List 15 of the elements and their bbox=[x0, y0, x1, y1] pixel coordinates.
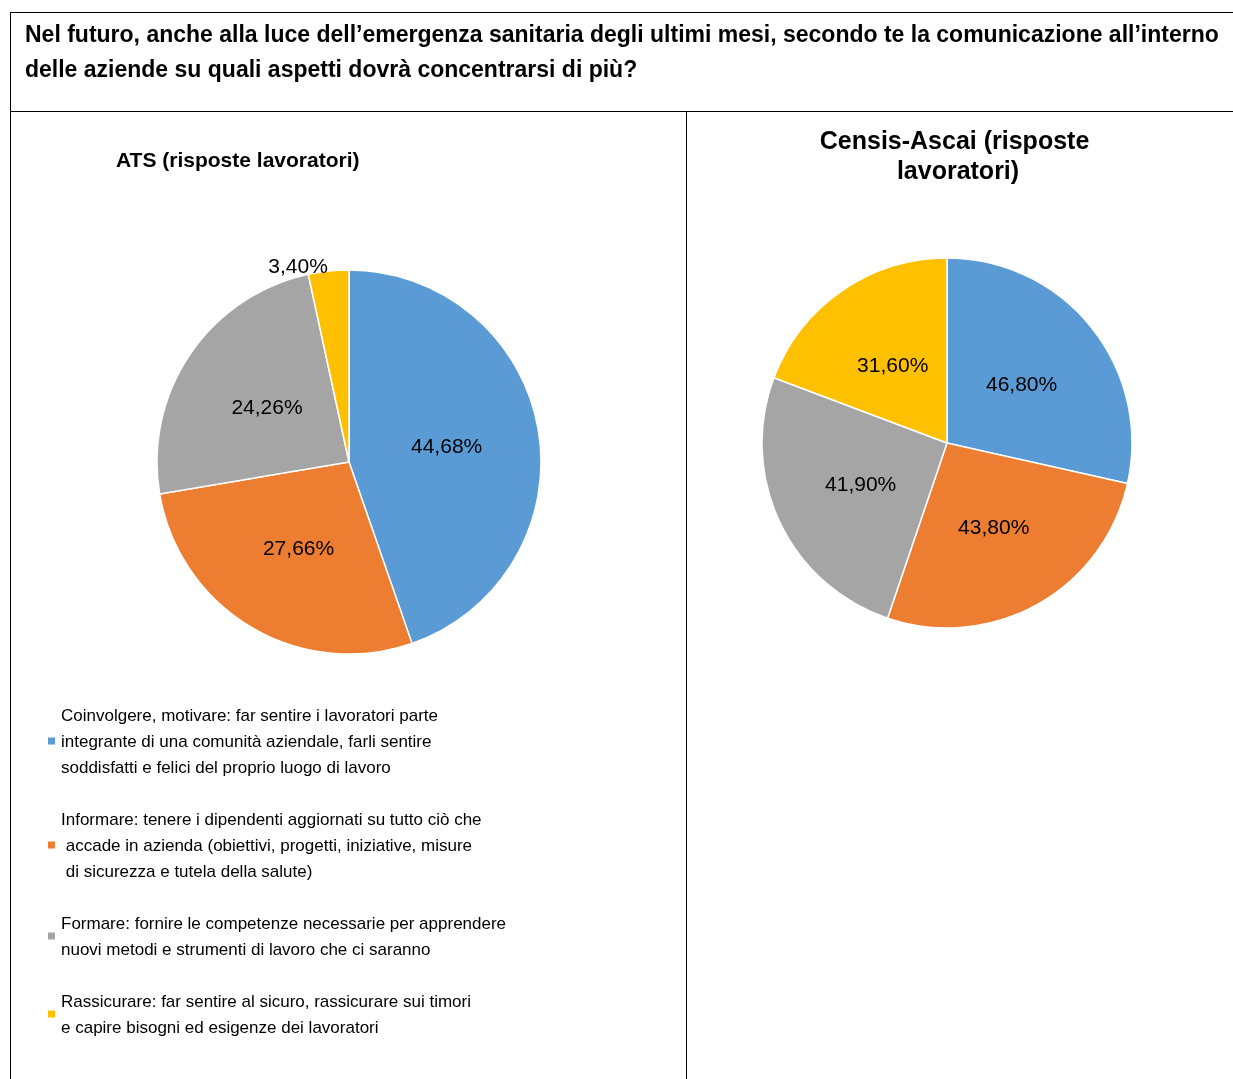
chart-title: Censis-Ascai (risposte lavoratori) bbox=[819, 126, 1097, 184]
legend-label: Coinvolgere, motivare: far sentire i lavoratori parte integrante di una comunità aziendale, farli sentire soddisfatti e felici del proprio luogo di lavoro bbox=[61, 705, 443, 777]
data-label: 24,26% bbox=[231, 395, 303, 419]
text: Nel futuro, anche alla luce dell’emergenza sanitaria degli ultimi mesi, secondo te la comunicazione all’interno delle aziende su quali aspetti dovrà concentrarsi di più? bbox=[10, 12, 1233, 112]
data-label: 44,68% bbox=[411, 434, 483, 458]
legend-label: Formare: fornire le competenze necessarie per apprendere nuovi metodi e strumenti di lavoro che ci saranno bbox=[61, 913, 511, 959]
data-label: 46,80% bbox=[985, 371, 1058, 395]
legend-label: Rassicurare: far sentire al sicuro, rassicurare sui timori e capire bisogni ed esigenze dei lavoratori bbox=[61, 991, 476, 1037]
data-label: 3,40% bbox=[268, 253, 328, 277]
data-label: 27,66% bbox=[262, 535, 335, 559]
legend-label: Informare: tenere i dipendenti aggiornati su tutto ciò che accade in azienda (obiettivi, progetti, iniziative, misure di sicurezza e tutela della salute) bbox=[61, 809, 482, 881]
chart-title: ATS (risposte lavoratori) bbox=[116, 148, 360, 172]
data-label: 41,90% bbox=[825, 472, 897, 496]
data-label: 43,80% bbox=[958, 514, 1030, 538]
data-label: 31,60% bbox=[857, 352, 929, 376]
